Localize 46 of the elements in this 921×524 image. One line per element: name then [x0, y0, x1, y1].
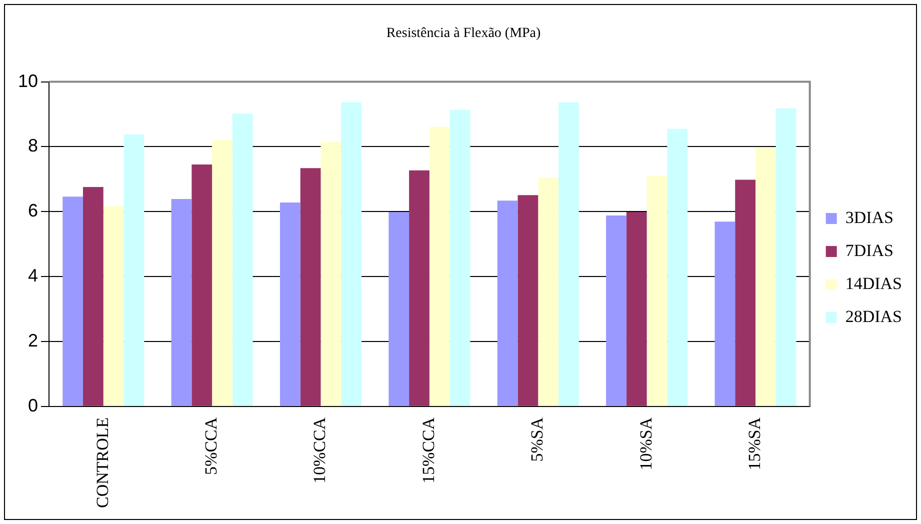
legend-label: 3DIAS: [845, 208, 894, 227]
y-tick-label: 6: [28, 200, 38, 221]
bar: [558, 102, 579, 406]
bar: [667, 128, 688, 406]
bar: [320, 142, 342, 406]
bar: [538, 178, 558, 406]
x-tick-label: 15%SA: [744, 416, 764, 470]
x-tick-label: 15%CCA: [418, 416, 438, 484]
bar: [192, 164, 212, 406]
bar: [103, 206, 124, 406]
bar: [646, 176, 668, 406]
bar: [776, 108, 796, 406]
bar: [171, 198, 192, 406]
chart-title: Resistência à Flexão (MPa): [386, 26, 542, 42]
bar: [62, 196, 83, 406]
x-tick-label: 10%SA: [636, 416, 656, 470]
legend-label: 14DIAS: [845, 274, 902, 293]
bar: [714, 222, 736, 406]
bar: [232, 114, 253, 406]
y-tick-label: 8: [28, 136, 38, 156]
bar: [82, 186, 104, 406]
legend-label: 7DIAS: [845, 240, 894, 260]
y-tick-label: 4: [28, 265, 38, 286]
bar: [497, 200, 518, 406]
x-tick-label: CONTROLE: [92, 417, 112, 508]
bar: [735, 180, 756, 406]
bar: [300, 168, 321, 406]
y-tick-label: 10: [18, 70, 38, 91]
x-tick-label: 5%CCA: [202, 416, 221, 475]
y-tick-label: 0: [28, 395, 38, 416]
bar: [212, 140, 232, 406]
bar: [626, 212, 647, 406]
bar: [429, 126, 450, 406]
bar: [755, 147, 776, 406]
bar: [388, 212, 410, 406]
x-tick-label: 5%SA: [528, 416, 547, 462]
bar: [280, 202, 300, 406]
bar: [341, 102, 362, 406]
y-tick-label: 2: [28, 330, 38, 350]
legend-label: 28DIAS: [845, 306, 902, 326]
bar: [124, 134, 144, 406]
bar: [409, 170, 430, 406]
bar: [450, 110, 470, 406]
bar: [518, 195, 538, 406]
bar: [606, 216, 626, 406]
x-tick-label: 10%CCA: [310, 416, 330, 484]
